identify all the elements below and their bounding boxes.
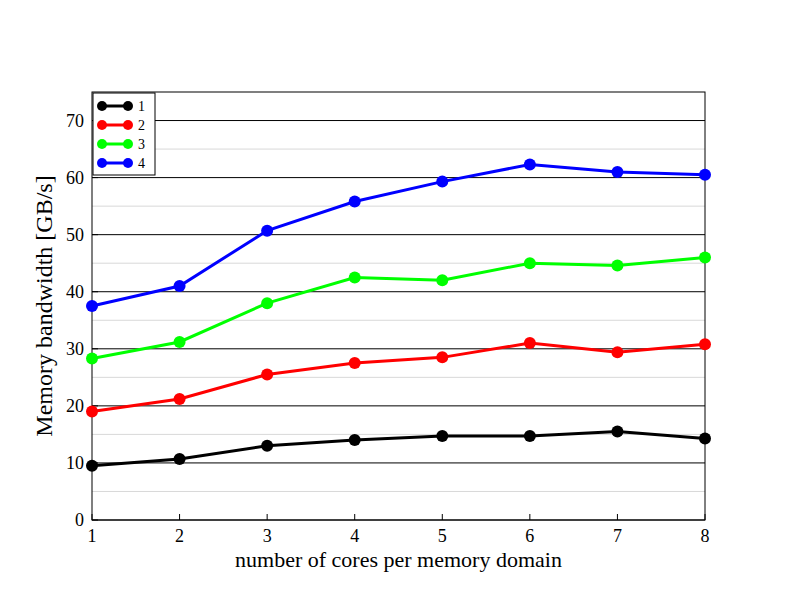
x-tick: [705, 514, 706, 520]
y-tick-label: 70: [66, 111, 84, 131]
data-point: [436, 176, 448, 188]
minor-grid-line: [92, 149, 705, 150]
legend-marker: [97, 101, 107, 111]
x-tick-label: 5: [438, 526, 447, 546]
legend-box: [93, 93, 155, 175]
y-tick-label: 40: [66, 282, 84, 302]
data-point: [261, 368, 273, 380]
data-point: [174, 393, 186, 405]
y-tick: [92, 348, 98, 349]
legend-marker: [97, 139, 107, 149]
x-tick: [267, 514, 268, 520]
data-point: [174, 280, 186, 292]
y-tick-label: 60: [66, 168, 84, 188]
x-tick-label: 1: [88, 526, 97, 546]
grid-line: [92, 234, 705, 235]
x-tick-label: 2: [175, 526, 184, 546]
data-point: [524, 158, 536, 170]
x-tick: [179, 514, 180, 520]
x-tick-label: 8: [701, 526, 710, 546]
data-point: [436, 351, 448, 363]
data-point: [611, 259, 623, 271]
data-point: [524, 337, 536, 349]
y-tick: [92, 291, 98, 292]
y-tick-label: 50: [66, 225, 84, 245]
y-tick: [92, 177, 98, 178]
data-point: [699, 251, 711, 263]
chart: 0 10 20 30 40 50 60 70 1 2 3 4 5 6 7 8 number of cores p…: [0, 0, 792, 612]
x-tick: [529, 514, 530, 520]
data-point: [611, 346, 623, 358]
data-point: [611, 166, 623, 178]
data-point: [524, 430, 536, 442]
data-point: [349, 196, 361, 208]
grid-line: [92, 120, 705, 121]
x-tick: [617, 514, 618, 520]
series-line: [92, 164, 705, 306]
data-point: [611, 426, 623, 438]
data-point: [349, 357, 361, 369]
legend-label: 2: [138, 118, 145, 133]
data-point: [86, 406, 98, 418]
grid-line: [92, 291, 705, 292]
x-tick: [354, 514, 355, 520]
data-point: [261, 440, 273, 452]
x-tick: [92, 514, 93, 520]
y-tick-label: 30: [66, 339, 84, 359]
legend-marker: [123, 101, 133, 111]
minor-grid-line: [92, 206, 705, 207]
data-point: [86, 353, 98, 365]
minor-grid-line: [92, 491, 705, 492]
data-point: [436, 274, 448, 286]
x-tick-label: 3: [263, 526, 272, 546]
data-point: [699, 338, 711, 350]
data-point: [86, 460, 98, 472]
y-axis-label: Memory bandwidth [GB/s]: [31, 175, 57, 436]
legend-marker: [97, 158, 107, 168]
legend-label: 1: [138, 99, 145, 114]
data-point: [349, 434, 361, 446]
y-tick: [92, 234, 98, 235]
data-point: [174, 453, 186, 465]
legend-marker: [97, 120, 107, 130]
data-point: [436, 430, 448, 442]
minor-grid-line: [92, 320, 705, 321]
y-tick-label: 0: [75, 510, 84, 530]
data-point: [349, 271, 361, 283]
series-line: [92, 432, 705, 466]
data-point: [261, 225, 273, 237]
y-tick: [92, 520, 98, 521]
minor-grid-line: [92, 377, 705, 378]
x-tick-label: 7: [613, 526, 622, 546]
plot-frame: [92, 92, 705, 520]
y-tick-label: 10: [66, 453, 84, 473]
x-tick: [442, 514, 443, 520]
grid-line: [92, 405, 705, 406]
x-axis-label: number of cores per memory domain: [235, 547, 562, 572]
grid-line: [92, 177, 705, 178]
data-point: [524, 257, 536, 269]
legend-marker: [123, 158, 133, 168]
legend-label: 4: [138, 156, 145, 171]
data-point: [261, 297, 273, 309]
series-group: [86, 158, 711, 471]
y-tick-label: 20: [66, 396, 84, 416]
series-line: [92, 257, 705, 358]
legend-marker: [123, 139, 133, 149]
data-point: [699, 169, 711, 181]
data-point: [699, 432, 711, 444]
x-tick-label: 4: [350, 526, 359, 546]
x-tick-label: 6: [525, 526, 534, 546]
data-point: [174, 336, 186, 348]
legend-label: 3: [138, 137, 145, 152]
series-line: [92, 343, 705, 411]
data-point: [86, 300, 98, 312]
legend-marker: [123, 120, 133, 130]
